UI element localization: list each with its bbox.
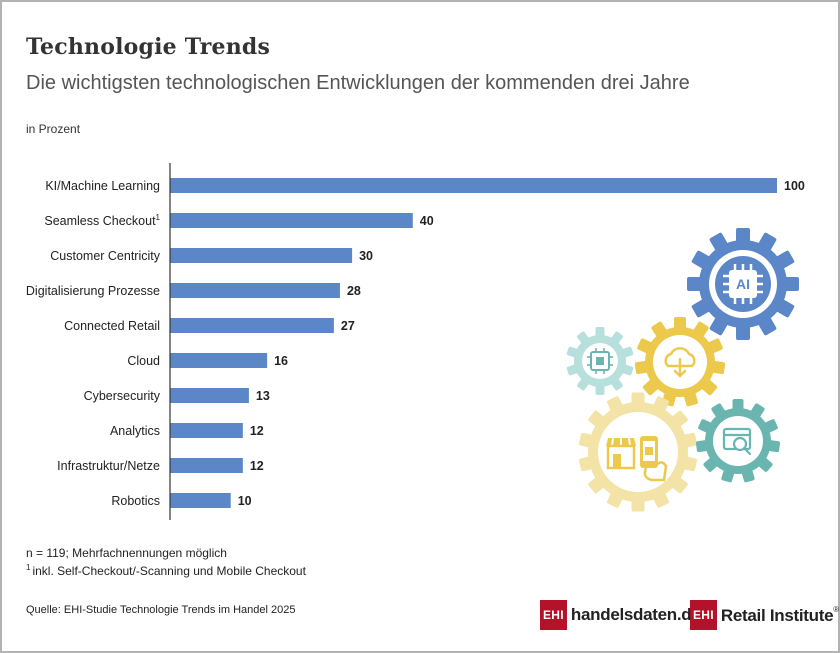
value-label-seamless-checkout: 40 [420, 214, 434, 228]
value-label-infrastruktur-netze: 12 [250, 459, 264, 473]
storefront-mobile-icon [606, 436, 668, 482]
footnote: 1 inkl. Self-Checkout/-Scanning und Mobil… [26, 563, 306, 578]
handelsdaten-logo[interactable]: EHI handelsdaten.de [540, 600, 701, 630]
ehi-logo-box: EHI [540, 600, 567, 630]
category-label-robotics: Robotics [111, 494, 160, 508]
category-label-infrastruktur-netze: Infrastruktur/Netze [57, 459, 160, 473]
category-label-seamless-checkout: Seamless Checkout1 [44, 213, 160, 228]
bar-infrastruktur-netze [170, 458, 243, 473]
ehi-retail-institute-logo[interactable]: EHI Retail Institute® [690, 600, 839, 630]
ai-label: AI [736, 276, 750, 292]
bar-connected-retail [170, 318, 334, 333]
value-label-digitalisierung-prozesse: 28 [347, 284, 361, 298]
bar-seamless-checkout [170, 213, 413, 228]
shop-gear [578, 392, 698, 512]
unit-label: in Prozent [26, 122, 81, 136]
bar-analytics [170, 423, 243, 438]
category-label-ki-machine-learning: KI/Machine Learning [45, 179, 160, 193]
handelsdaten-label: handelsdaten.de [570, 605, 701, 624]
value-label-customer-centricity: 30 [359, 249, 373, 263]
bar-digitalisierung-prozesse [170, 283, 340, 298]
value-label-analytics: 12 [250, 424, 264, 438]
value-label-connected-retail: 27 [341, 319, 355, 333]
registered-mark: ® [833, 604, 839, 614]
category-label-analytics: Analytics [110, 424, 160, 438]
source-note: Quelle: EHI-Studie Technologie Trends im… [26, 604, 296, 616]
retail-institute-label: Retail Institute® [721, 605, 839, 626]
retail-institute-text: Retail Institute [720, 605, 834, 625]
web-search-gear [695, 399, 781, 483]
bar-cybersecurity [170, 388, 249, 403]
microchip-gear [566, 327, 634, 395]
cloud-download-icon [664, 347, 696, 378]
footnote-text: inkl. Self-Checkout/-Scanning und Mobile… [32, 564, 306, 578]
web-search-icon [722, 427, 752, 456]
chart-subtitle: Die wichtigsten technologischen Entwickl… [26, 72, 690, 94]
bar-chart: KI/Machine Learning 100 Seamless Checkout1… [26, 163, 805, 520]
category-label-customer-centricity: Customer Centricity [50, 249, 160, 263]
chart-title: Technologie Trends [26, 34, 271, 60]
sample-note: n = 119; Mehrfachnennungen möglich [26, 546, 227, 560]
bar-ki-machine-learning [170, 178, 777, 193]
category-label-cloud: Cloud [127, 354, 160, 368]
category-label-cybersecurity: Cybersecurity [84, 389, 161, 403]
value-label-cloud: 16 [274, 354, 288, 368]
bar-cloud [170, 353, 268, 368]
value-label-robotics: 10 [238, 494, 252, 508]
category-label-connected-retail: Connected Retail [64, 319, 160, 333]
value-label-ki-machine-learning: 100 [784, 179, 805, 193]
technology-gears-illustration: AI [566, 228, 799, 512]
bar-customer-centricity [170, 248, 353, 263]
ehi-logo-box: EHI [690, 600, 717, 630]
ai-chip-icon: AI [723, 264, 763, 304]
footnote-mark: 1 [26, 563, 31, 572]
value-label-cybersecurity: 13 [256, 389, 270, 403]
microchip-icon [587, 348, 613, 374]
ai-gear: AI [687, 228, 799, 340]
bar-robotics [170, 493, 231, 508]
category-label-digitalisierung-prozesse: Digitalisierung Prozesse [26, 284, 160, 298]
